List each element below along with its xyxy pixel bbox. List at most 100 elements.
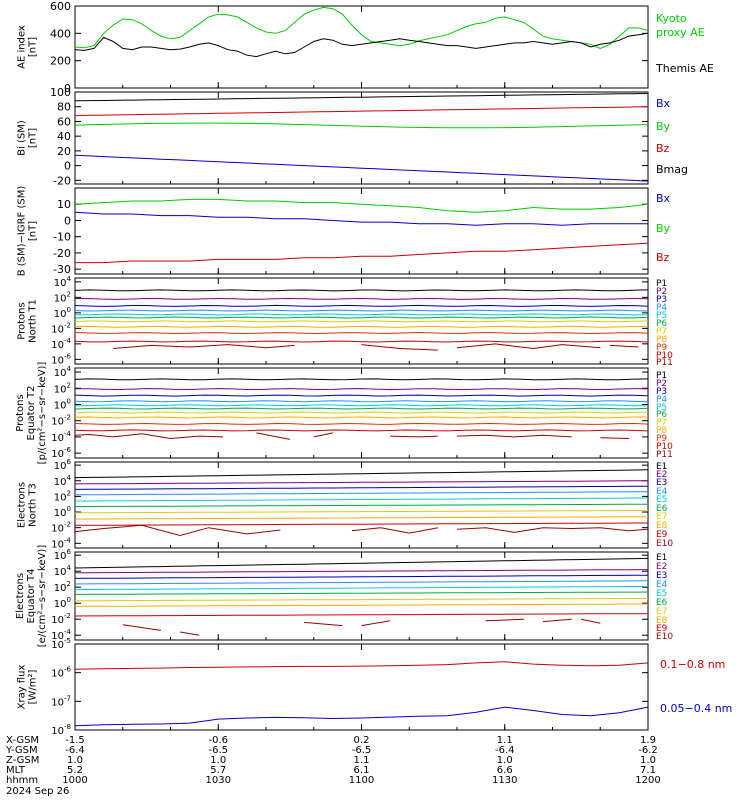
y-tick-label: 100 (54, 505, 71, 519)
panel-frame (74, 551, 649, 641)
legend-entry: E10 (656, 539, 673, 549)
series-line-e4-e8 (75, 603, 648, 607)
series-line-bdelta-bx (75, 211, 648, 226)
legend-entry: P11 (656, 450, 673, 460)
y-tick-label: 102 (54, 580, 71, 594)
series-line-bsm-by (75, 122, 648, 129)
legend-entry: P9 (656, 343, 667, 353)
legend-entry: P6 (656, 410, 667, 420)
legend-entry: E9 (656, 530, 668, 540)
series-line-e3-e6 (75, 503, 648, 508)
y-tick-label: 106 (54, 458, 72, 472)
series-line-e4-e2 (75, 569, 648, 574)
legend-entry: By (656, 120, 671, 133)
plot-area (75, 6, 648, 58)
legend-entry: Themis AE (655, 62, 714, 75)
series-line-e3-e7 (75, 510, 648, 514)
series-line-p1-p3 (75, 304, 648, 307)
series-line-e3-e10 (351, 527, 438, 534)
legend-entry: E7 (656, 607, 667, 617)
time-axis-row-label: MLT (6, 765, 26, 776)
series-line-xray-0-05-0-4-nm (75, 706, 648, 727)
time-axis-value: -6.5 (352, 745, 372, 756)
series-line-p1-p2 (75, 297, 648, 300)
series-line-p1-p5 (75, 313, 648, 316)
y-tick-label: 10-7 (51, 694, 71, 708)
time-axis-date: 2024 Sep 26 (6, 786, 69, 797)
time-axis-value: 6.1 (354, 765, 370, 776)
time-axis-value: 6.6 (497, 765, 513, 776)
plot-area (75, 289, 648, 351)
series-line-p2-p2 (75, 388, 648, 391)
series-line-p2-p11 (256, 432, 290, 440)
y-axis-label: [nT] (28, 37, 39, 57)
y-tick-label: 104 (54, 564, 72, 578)
y-tick-label: 10-4 (51, 430, 71, 444)
legend-entry: 0.05−0.4 nm (660, 702, 732, 715)
plot-area (75, 661, 648, 727)
time-axis-value: 1030 (206, 775, 231, 786)
y-axis-label: [p/(cm²−s−sr−keV)] (37, 362, 48, 465)
series-line-p1-p9 (75, 331, 648, 335)
plot-area (75, 93, 648, 182)
series-line-p1-p1 (75, 289, 648, 292)
y-tick-label: 10-6 (51, 446, 71, 460)
series-line-p2-p4 (75, 400, 648, 403)
legend-entry: P3 (656, 387, 667, 397)
legend-entry: E8 (656, 616, 668, 626)
legend-entry: P5 (656, 403, 667, 413)
series-line-p2-p11 (313, 432, 334, 438)
y-axis-label: North T1 (28, 299, 39, 343)
y-tick-label: 102 (54, 290, 71, 304)
y-tick-label: 10-2 (51, 612, 71, 626)
legend-entry: E6 (656, 598, 668, 608)
time-axis-row-label: Z-GSM (6, 755, 39, 766)
legend-entry: P7 (656, 327, 667, 337)
plot-area (75, 469, 648, 537)
series-line-p2-p9 (75, 422, 648, 425)
series-line-p1-p4 (75, 309, 648, 312)
y-axis-label: [W/m²] (28, 669, 39, 704)
y-tick-label: 100 (50, 86, 71, 99)
y-axis-label: Equator T4 (26, 569, 37, 624)
y-tick-label: 10-2 (51, 414, 71, 428)
time-axis-value: 1.0 (210, 755, 226, 766)
legend-entry: E4 (656, 580, 668, 590)
y-tick-label: 10 (57, 198, 71, 211)
y-tick-label: -30 (53, 263, 71, 276)
legend-entry: E4 (656, 487, 668, 497)
time-axis-value: -1.5 (65, 735, 85, 746)
y-axis-label: North T3 (28, 483, 39, 527)
time-axis-value: 7.1 (640, 765, 656, 776)
time-axis-value: -6.4 (495, 745, 515, 756)
series-line-e4-e10 (485, 618, 524, 622)
y-tick-label: 80 (57, 101, 71, 114)
series-line-e3-e4 (75, 491, 648, 496)
series-line-ae-kyoto-proxy-ae (75, 6, 648, 49)
legend-entry: P8 (656, 335, 667, 345)
time-axis-value: 0.2 (354, 735, 370, 746)
series-line-e4-e10 (542, 618, 572, 623)
series-line-p2-p11 (75, 433, 224, 440)
y-tick-label: 60 (57, 115, 71, 128)
y-tick-label: 10-2 (51, 321, 71, 335)
legend-entry: E8 (656, 521, 668, 531)
y-tick-label: 10-4 (51, 536, 71, 550)
time-axis-value: 1.0 (640, 755, 656, 766)
time-axis-value: -6.2 (638, 745, 658, 756)
y-tick-label: 102 (54, 381, 71, 395)
y-tick-label: 0 (64, 160, 71, 173)
time-axis-value: 5.2 (67, 765, 83, 776)
series-line-e4-e9 (75, 613, 648, 617)
legend-entry: E1 (656, 462, 667, 472)
series-line-bdelta-by (75, 198, 648, 213)
y-axis-label: Xray flux (17, 665, 28, 710)
y-axis-label: [nT] (28, 128, 39, 148)
legend-entry: E6 (656, 504, 668, 514)
time-axis-value: 1130 (492, 775, 517, 786)
y-tick-label: 10-8 (51, 723, 71, 737)
legend-entry: P1 (656, 279, 667, 289)
